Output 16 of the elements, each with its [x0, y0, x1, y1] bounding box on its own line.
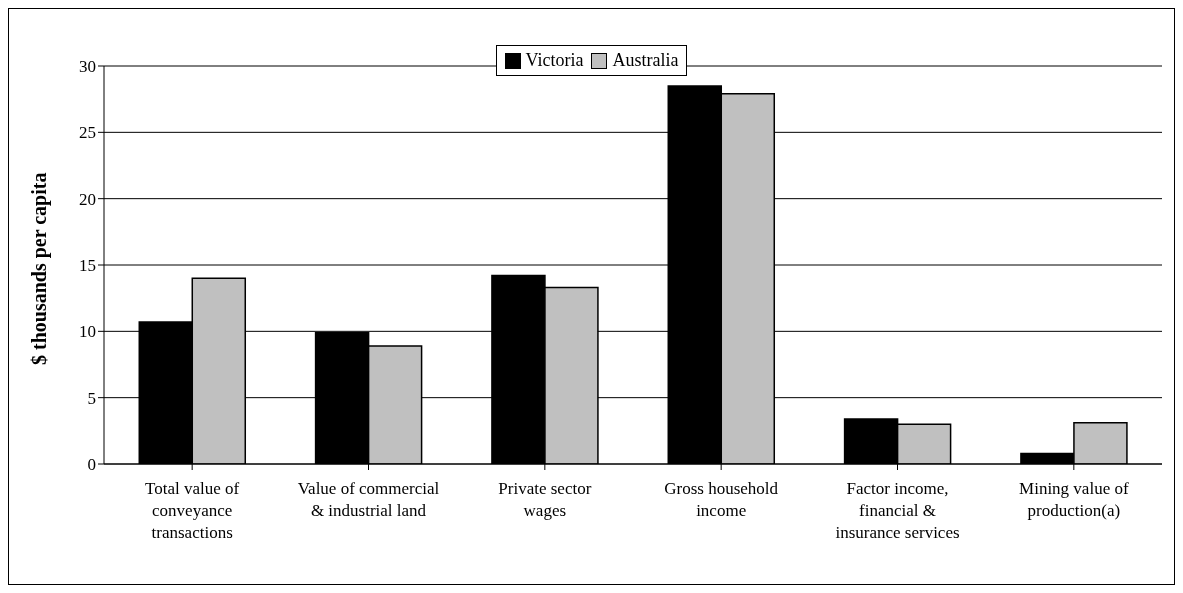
legend-label: Australia [612, 50, 679, 71]
y-tick-label: 25 [79, 123, 96, 143]
y-tick-label: 0 [87, 455, 96, 475]
x-tick-label: Factor income, financial & insurance services [835, 479, 960, 542]
y-tick-label: 15 [79, 256, 96, 276]
x-tick-label: Value of commercial & industrial land [297, 479, 440, 520]
y-axis-title: $ thousands per capita [28, 172, 52, 365]
y-tick-label: 30 [79, 57, 96, 77]
x-tick-label: Gross household income [664, 479, 779, 520]
y-tick-label: 5 [87, 388, 96, 408]
x-tick-label: Total value of conveyance transactions [145, 479, 240, 542]
y-tick-label: 10 [79, 322, 96, 342]
legend-label: Victoria [525, 50, 584, 71]
x-tick-label: Mining value of production(a) [1019, 479, 1129, 520]
y-tick-label: 20 [79, 189, 96, 209]
x-tick-label: Private sector wages [498, 479, 592, 520]
